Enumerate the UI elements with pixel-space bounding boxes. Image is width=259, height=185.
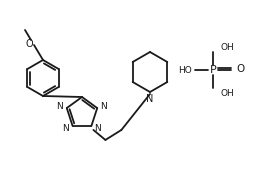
Text: N: N	[62, 125, 69, 133]
Text: OH: OH	[220, 43, 234, 51]
Text: N: N	[94, 125, 101, 133]
Text: N: N	[56, 102, 63, 111]
Text: OH: OH	[220, 88, 234, 97]
Text: HO: HO	[178, 65, 192, 75]
Text: O: O	[25, 39, 33, 49]
Text: P: P	[210, 65, 216, 75]
Text: N: N	[100, 102, 107, 111]
Text: O: O	[236, 64, 244, 74]
Text: N: N	[146, 94, 154, 104]
